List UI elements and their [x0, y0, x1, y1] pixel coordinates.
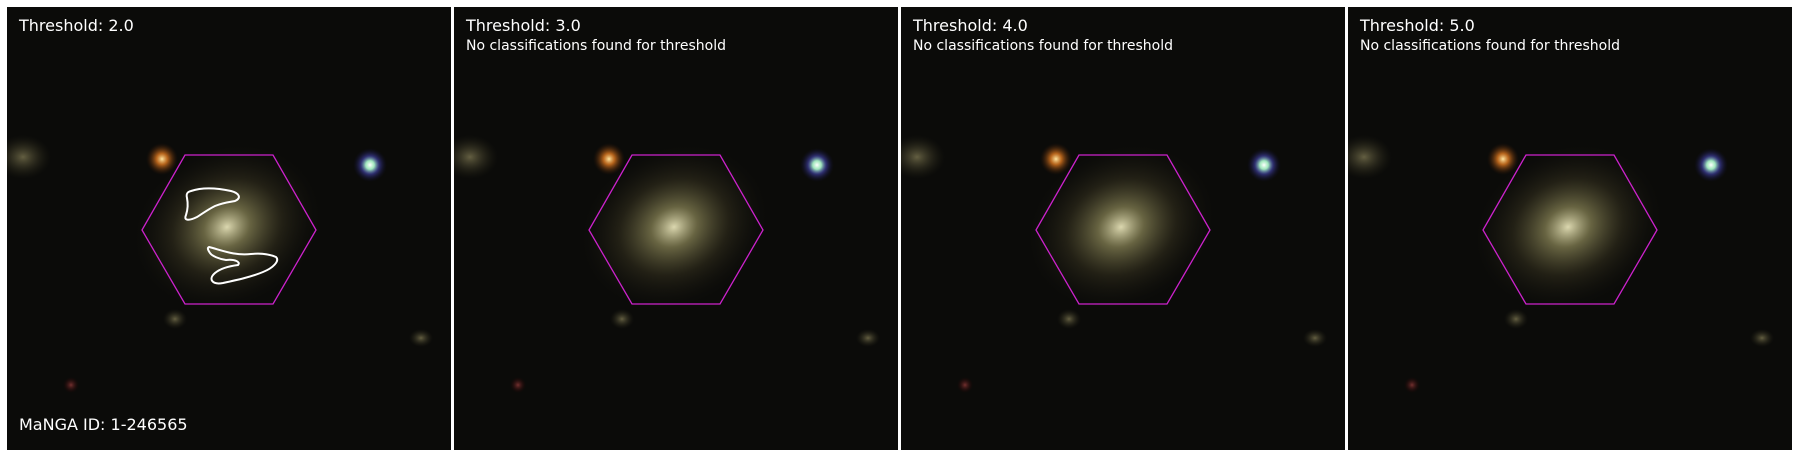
- orange-star: [146, 143, 178, 175]
- blue-star: [800, 148, 834, 182]
- manga-id-label: MaNGA ID: 1-246565: [19, 415, 188, 434]
- red-speck: [1404, 377, 1420, 393]
- faint-source: [610, 309, 634, 329]
- faint-source-right: [409, 329, 433, 347]
- galaxy-image: [7, 7, 451, 450]
- target-galaxy: [1475, 145, 1661, 309]
- left-edge-galaxy: [901, 135, 945, 179]
- faint-source-right: [1750, 329, 1774, 347]
- left-edge-galaxy: [1348, 135, 1392, 179]
- faint-source-right: [856, 329, 880, 347]
- blue-star: [353, 148, 387, 182]
- faint-source: [1504, 309, 1528, 329]
- blue-star: [1247, 148, 1281, 182]
- no-classifications-note: No classifications found for threshold: [1360, 38, 1620, 54]
- classification-contour-upper: [184, 187, 240, 221]
- galaxy-panel-threshold-5: Threshold: 5.0 No classifications found …: [1348, 7, 1792, 450]
- red-speck: [957, 377, 973, 393]
- galaxy-panel-threshold-4: Threshold: 4.0 No classifications found …: [901, 7, 1345, 450]
- galaxy-image: [454, 7, 898, 450]
- target-galaxy: [134, 145, 320, 309]
- target-galaxy: [1028, 145, 1214, 309]
- orange-star: [1040, 143, 1072, 175]
- galaxy-panel-threshold-2: Threshold: 2.0 MaNGA ID: 1-246565: [7, 7, 451, 450]
- galaxy-panel-threshold-3: Threshold: 3.0 No classifications found …: [454, 7, 898, 450]
- left-edge-galaxy: [7, 135, 51, 179]
- red-speck: [510, 377, 526, 393]
- faint-source-right: [1303, 329, 1327, 347]
- faint-source: [163, 309, 187, 329]
- target-galaxy: [581, 145, 767, 309]
- left-edge-galaxy: [454, 135, 498, 179]
- no-classifications-note: No classifications found for threshold: [466, 38, 726, 54]
- galaxy-image: [901, 7, 1345, 450]
- ifu-hexagon: [1482, 154, 1658, 305]
- classification-contour-lower: [206, 245, 279, 285]
- panel-strip: Threshold: 2.0 MaNGA ID: 1-246565: [7, 7, 1793, 450]
- threshold-title: Threshold: 5.0: [1360, 16, 1475, 35]
- blue-star: [1694, 148, 1728, 182]
- threshold-title: Threshold: 3.0: [466, 16, 581, 35]
- ifu-hexagon: [141, 154, 317, 305]
- ifu-hexagon: [588, 154, 764, 305]
- ifu-hexagon: [1035, 154, 1211, 305]
- red-speck: [63, 377, 79, 393]
- threshold-title: Threshold: 2.0: [19, 16, 134, 35]
- galaxy-image: [1348, 7, 1792, 450]
- orange-star: [1487, 143, 1519, 175]
- orange-star: [593, 143, 625, 175]
- no-classifications-note: No classifications found for threshold: [913, 38, 1173, 54]
- threshold-title: Threshold: 4.0: [913, 16, 1028, 35]
- faint-source: [1057, 309, 1081, 329]
